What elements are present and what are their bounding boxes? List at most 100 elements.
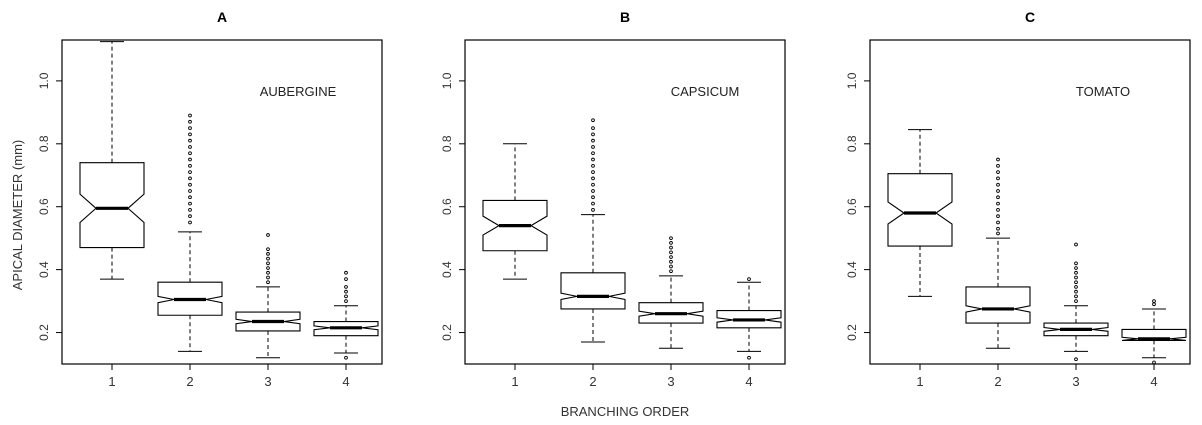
panel-title: A — [217, 9, 227, 25]
y-tick-label: 0.6 — [440, 198, 454, 215]
outlier-point — [669, 236, 673, 241]
outlier-point — [188, 163, 192, 168]
outlier-point — [1074, 285, 1078, 289]
outlier-point — [669, 250, 673, 255]
outlier-point — [266, 233, 270, 237]
y-axis-label: APICAL DIAMETER (mm) — [10, 140, 25, 290]
x-tick-label: 4 — [745, 374, 752, 389]
outlier-point — [1152, 299, 1156, 303]
x-tick-label: 4 — [1150, 374, 1157, 389]
x-tick-label: 1 — [108, 374, 115, 389]
y-tick-label: 0.6 — [37, 198, 51, 215]
y-tick-label: 0.8 — [845, 135, 859, 152]
box-3 — [1043, 242, 1109, 362]
outlier-point — [1152, 360, 1156, 365]
outlier-point — [1074, 275, 1078, 280]
outlier-point — [188, 126, 192, 130]
outlier-point — [266, 266, 270, 270]
outlier-point — [591, 118, 595, 123]
outlier-point — [996, 231, 1000, 236]
outlier-point — [266, 247, 270, 252]
outlier-point — [1074, 280, 1078, 285]
outlier-point — [1074, 261, 1078, 266]
outlier-point — [266, 261, 270, 266]
outlier-point — [591, 208, 595, 212]
outlier-point — [591, 138, 595, 143]
crop-label: CAPSICUM — [671, 84, 740, 99]
y-tick-label: 0.4 — [440, 261, 454, 278]
outlier-point — [1074, 357, 1078, 362]
outlier-point — [996, 208, 1000, 212]
outlier-point — [1074, 289, 1078, 294]
outlier-point — [1074, 242, 1078, 247]
outlier-point — [188, 208, 192, 212]
x-tick-label: 2 — [589, 374, 596, 389]
y-tick-label: 1.0 — [845, 72, 859, 89]
outlier-point — [266, 280, 270, 285]
y-tick-label: 0.8 — [37, 135, 51, 152]
plot-frame — [869, 39, 1191, 365]
x-tick-label: 3 — [1072, 374, 1079, 389]
outlier-point — [188, 214, 192, 219]
box-1 — [887, 129, 953, 297]
outlier-point — [669, 264, 673, 269]
chart-panel-b: B CAPSICUM 0.2 0.4 0.6 0.8 1.0 1 2 3 4 — [440, 9, 786, 389]
outlier-point — [669, 241, 673, 245]
outlier-point — [266, 275, 270, 280]
outlier-point — [669, 259, 673, 264]
box-body — [79, 162, 145, 249]
outlier-point — [996, 170, 1000, 174]
outlier-point — [591, 182, 595, 187]
outlier-point — [266, 256, 270, 261]
box-2 — [560, 118, 626, 343]
outlier-point — [996, 157, 1000, 162]
outlier-point — [344, 285, 348, 289]
plot-frame — [61, 39, 383, 365]
crop-label: AUBERGINE — [260, 84, 337, 99]
y-tick-label: 1.0 — [37, 72, 51, 89]
x-tick-label: 4 — [342, 374, 349, 389]
box-3 — [638, 236, 704, 349]
outlier-point — [669, 269, 673, 274]
outlier-point — [996, 201, 1000, 206]
outlier-point — [344, 270, 348, 275]
outlier-point — [188, 220, 192, 225]
outlier-point — [747, 355, 751, 360]
y-tick-label: 0.8 — [440, 135, 454, 152]
panel-title: C — [1025, 9, 1035, 25]
plot-frame — [464, 39, 786, 365]
outlier-point — [188, 182, 192, 187]
outlier-point — [266, 270, 270, 275]
outlier-point — [669, 255, 673, 259]
box-body — [965, 286, 1031, 324]
outlier-point — [344, 355, 348, 360]
box-body — [560, 272, 626, 310]
chart-panel-c: C TOMATO 0.2 0.4 0.6 0.8 1.0 1 2 3 4 — [845, 9, 1191, 389]
chart-panel-a: A AUBERGINE 0.2 0.4 0.6 0.8 1.0 1 2 3 4 — [37, 9, 383, 389]
outlier-point — [188, 151, 192, 156]
outlier-point — [266, 252, 270, 256]
box-body — [887, 173, 953, 247]
outlier-point — [591, 176, 595, 181]
y-tick-label: 0.4 — [37, 261, 51, 278]
y-tick-label: 0.4 — [845, 261, 859, 278]
x-tick-label: 3 — [264, 374, 271, 389]
box-4 — [1121, 299, 1187, 365]
outlier-point — [591, 201, 595, 206]
outlier-point — [996, 176, 1000, 181]
y-tick-label: 0.2 — [845, 324, 859, 341]
outlier-point — [1152, 302, 1156, 307]
x-axis-label: BRANCHING ORDER — [561, 404, 690, 419]
outlier-point — [591, 151, 595, 156]
outlier-point — [591, 163, 595, 168]
box-3 — [235, 233, 301, 359]
box-4 — [313, 270, 379, 360]
y-tick-label: 1.0 — [440, 72, 454, 89]
box-4 — [716, 277, 782, 360]
x-tick-label: 2 — [994, 374, 1001, 389]
y-tick-label: 0.2 — [440, 324, 454, 341]
outlier-point — [344, 289, 348, 294]
outlier-point — [996, 189, 1000, 193]
outlier-point — [591, 189, 595, 193]
